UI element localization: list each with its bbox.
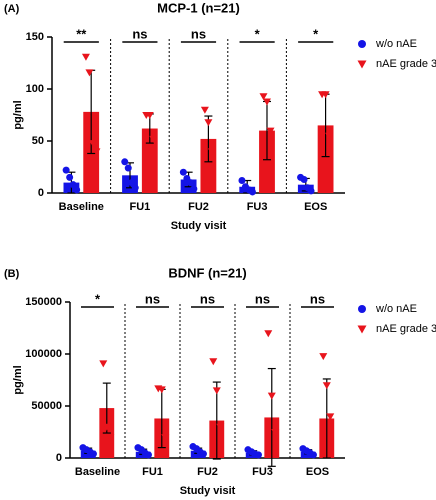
significance-label: ns <box>145 291 160 306</box>
data-point <box>212 387 221 395</box>
y-axis-label: pg/ml <box>12 100 24 129</box>
significance-label: ns <box>255 291 270 306</box>
data-point <box>145 112 154 119</box>
data-point <box>300 175 308 183</box>
y-tick-label: 0 <box>56 452 62 464</box>
chart-title: BDNF (n=21) <box>168 265 246 280</box>
legend-label: w/o nAE <box>375 303 417 315</box>
panel-label: (B) <box>4 268 20 280</box>
data-point <box>204 119 213 127</box>
data-point <box>149 135 158 143</box>
y-axis-label: pg/ml <box>12 365 24 394</box>
data-point <box>128 179 136 187</box>
y-tick-label: 100 <box>26 83 44 95</box>
legend-marker <box>358 305 366 313</box>
data-point <box>267 392 276 400</box>
data-point <box>102 423 111 431</box>
data-point <box>85 69 94 77</box>
y-tick-label: 100000 <box>25 348 62 360</box>
data-point <box>307 187 315 195</box>
legend-label: nAE grade 3 <box>376 323 436 335</box>
data-point <box>121 158 129 166</box>
data-point <box>66 173 74 181</box>
x-tick-label: FU1 <box>130 201 151 213</box>
y-tick-label: 0 <box>38 187 44 199</box>
y-tick-label: 150000 <box>25 296 62 308</box>
legend-label: nAE grade 3 <box>376 58 436 70</box>
significance-label: ns <box>132 26 147 41</box>
data-point <box>186 179 194 187</box>
data-point <box>157 386 166 394</box>
data-point <box>238 177 246 185</box>
significance-label: * <box>95 291 101 306</box>
x-tick-label: FU2 <box>197 466 218 478</box>
data-point <box>309 451 317 459</box>
data-point <box>271 429 280 436</box>
significance-label: ** <box>76 26 87 41</box>
significance-label: * <box>255 26 261 41</box>
data-point <box>264 330 273 338</box>
data-point <box>259 93 268 101</box>
data-point <box>266 127 275 135</box>
legend-marker <box>357 60 367 69</box>
data-point <box>326 413 335 421</box>
significance-label: ns <box>200 291 215 306</box>
legend-label: w/o nAE <box>375 38 417 50</box>
legend-marker <box>357 325 367 334</box>
data-point <box>248 188 256 196</box>
x-tick-label: FU3 <box>247 201 268 213</box>
data-point <box>62 166 70 174</box>
y-tick-label: 50000 <box>31 400 62 412</box>
x-tick-label: EOS <box>306 466 329 478</box>
significance-label: ns <box>191 26 206 41</box>
bar <box>141 128 158 193</box>
data-point <box>106 434 115 442</box>
legend-marker <box>358 40 366 48</box>
data-point <box>190 185 198 193</box>
x-axis-label: Study visit <box>171 220 227 232</box>
data-point <box>161 434 170 442</box>
x-tick-label: FU2 <box>188 201 209 213</box>
data-point <box>209 358 218 366</box>
x-tick-label: Baseline <box>59 201 104 213</box>
x-tick-label: EOS <box>304 201 327 213</box>
data-point <box>88 140 97 148</box>
data-point <box>325 132 334 140</box>
data-point <box>179 168 187 176</box>
bar <box>317 125 334 193</box>
data-point <box>262 98 271 106</box>
x-tick-label: FU3 <box>252 466 273 478</box>
y-tick-label: 150 <box>26 31 44 43</box>
data-point <box>69 181 77 189</box>
significance-label: ns <box>310 291 325 306</box>
data-point <box>99 360 108 368</box>
x-tick-label: Baseline <box>75 466 120 478</box>
chart-title: MCP-1 (n=21) <box>157 0 240 15</box>
x-axis-label: Study visit <box>180 485 236 497</box>
data-point <box>321 91 330 99</box>
data-point <box>73 186 81 194</box>
significance-label: * <box>313 26 319 41</box>
data-point <box>207 148 216 156</box>
data-point <box>254 451 262 459</box>
panel-label: (A) <box>4 3 20 15</box>
x-tick-label: FU1 <box>142 466 163 478</box>
data-point <box>216 423 225 431</box>
data-point <box>199 450 207 458</box>
data-point <box>319 353 328 361</box>
data-point <box>144 451 152 459</box>
y-tick-label: 50 <box>32 135 44 147</box>
data-point <box>89 450 97 458</box>
data-point <box>124 164 132 172</box>
bar <box>259 130 275 193</box>
data-point <box>322 382 331 390</box>
data-point <box>92 148 101 156</box>
data-point <box>200 106 209 114</box>
data-point <box>81 53 90 61</box>
data-point <box>131 184 139 192</box>
